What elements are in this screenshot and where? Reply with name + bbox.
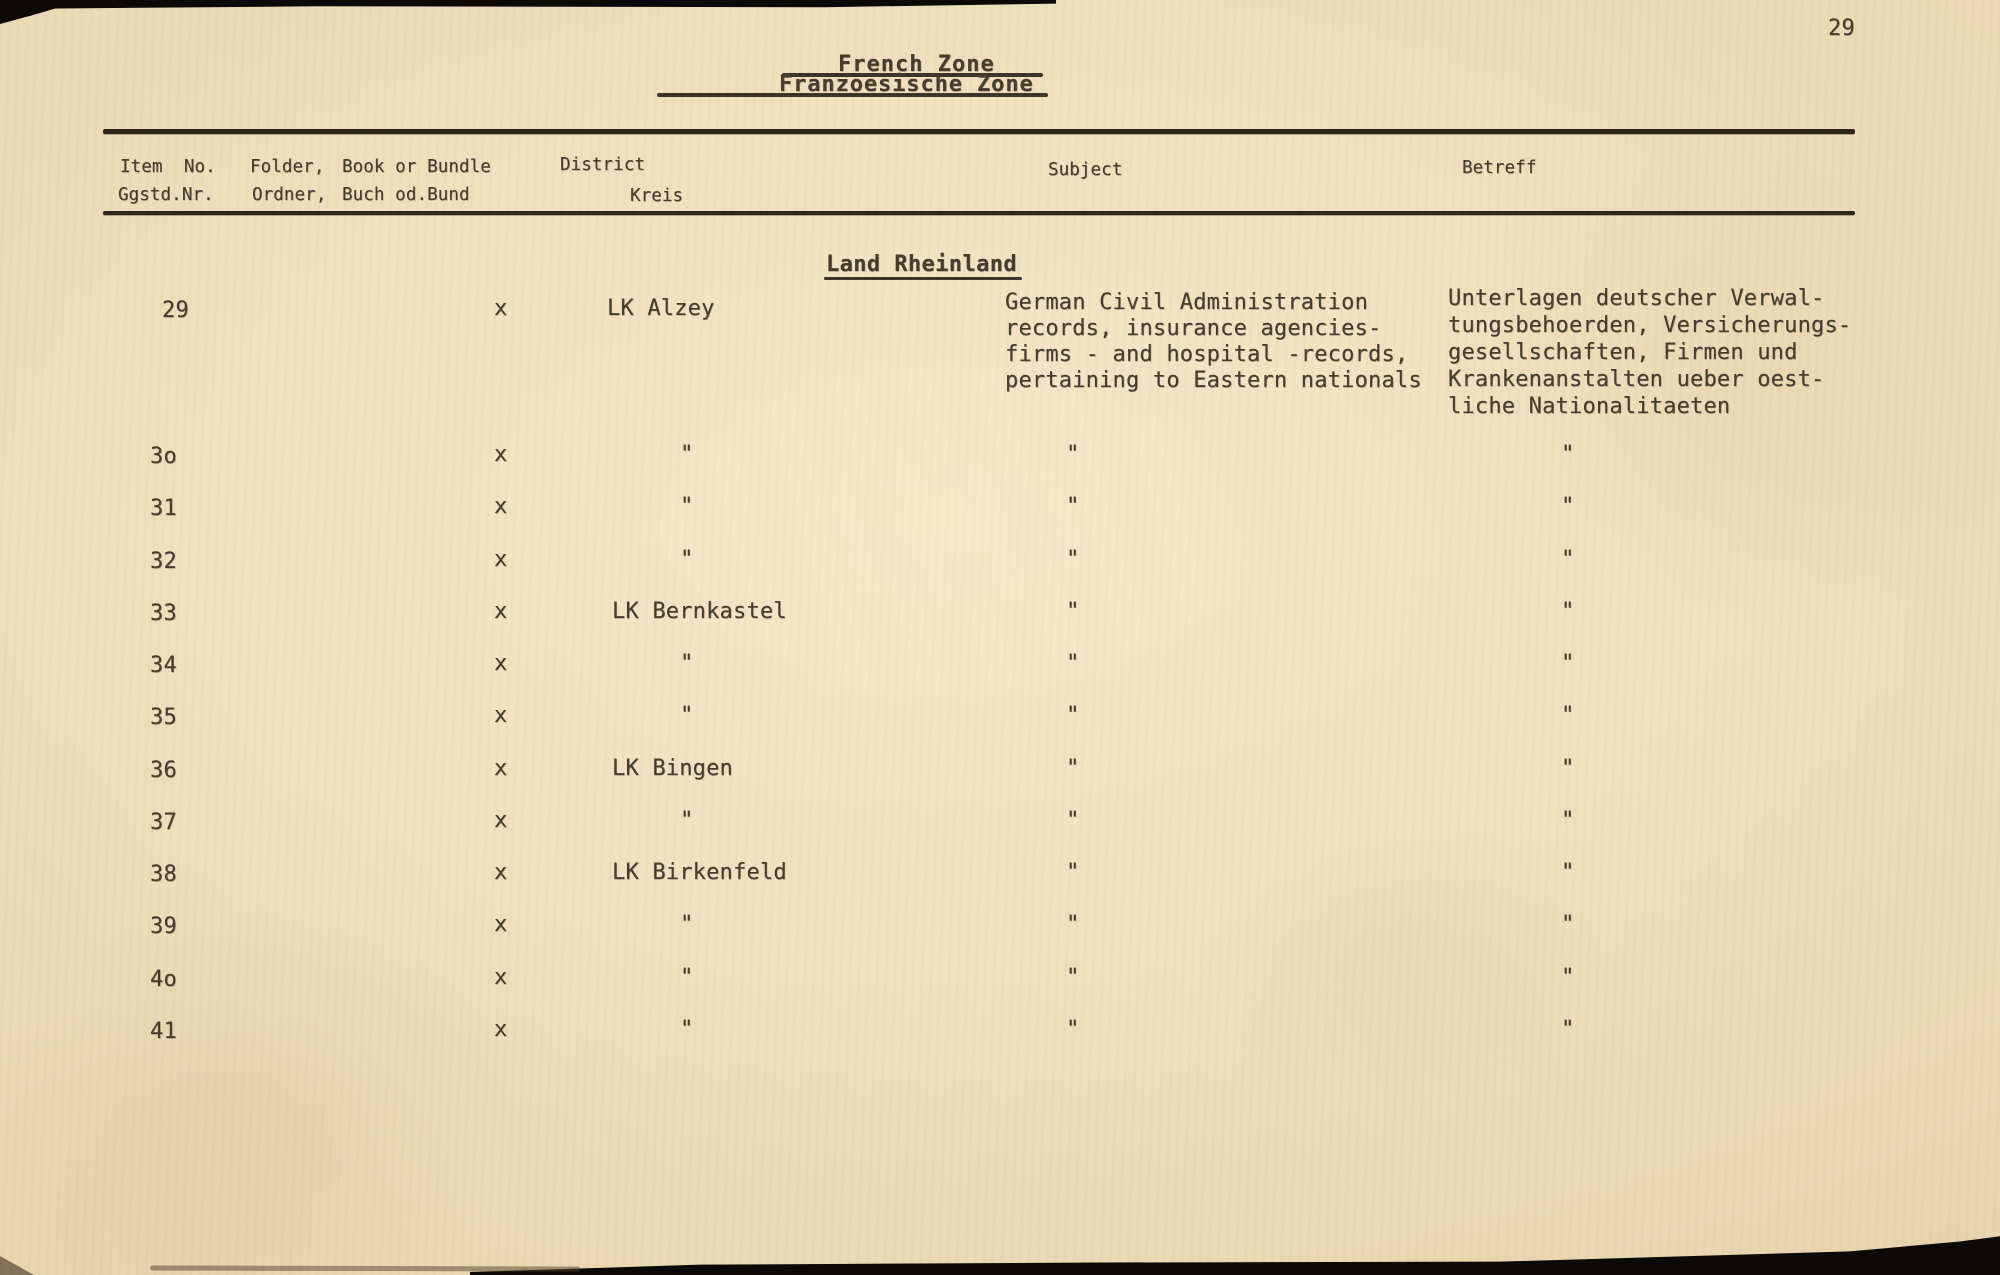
page-number: 29 (1828, 16, 1855, 41)
row-item-number: 34 (150, 653, 177, 678)
row-item-number: 35 (150, 705, 177, 730)
section-heading-underline (824, 277, 1022, 280)
row-subject: " (1066, 494, 1080, 519)
row-district: " (680, 547, 694, 572)
header-district-en: District (560, 155, 646, 175)
row-item-number: 3o (150, 444, 177, 469)
row-district: " (680, 1017, 694, 1042)
row-subject: " (1066, 547, 1080, 572)
row-book-mark: x (494, 1017, 508, 1042)
row-item-number: 37 (150, 810, 177, 835)
row-subject: " (1066, 1017, 1080, 1042)
row-betreff: " (1561, 965, 1575, 990)
row-district: " (680, 912, 694, 937)
row-book-mark: x (494, 651, 508, 676)
row-subject: " (1066, 599, 1080, 624)
title-underline-2 (657, 93, 1048, 97)
row-betreff: " (1561, 860, 1575, 885)
table-header-rule (103, 211, 1855, 215)
header-item-no-en: Item No. (120, 157, 216, 177)
scan-artifact-top-edge (0, 0, 1056, 9)
header-folder-en: Folder, (250, 157, 325, 177)
row-item-number: 4o (150, 967, 177, 992)
title-underline-1 (782, 73, 1043, 77)
row-book-mark: x (494, 494, 508, 519)
row-betreff: Unterlagen deutscher Verwal- tungsbehoer… (1448, 286, 1852, 419)
row-subject: German Civil Administration records, ins… (1005, 290, 1422, 393)
page-title-german: Franzoesische Zone (779, 72, 1034, 97)
row-district: " (680, 808, 694, 833)
table-top-rule (103, 129, 1855, 134)
row-item-number: 39 (150, 914, 177, 939)
row-book-mark: x (494, 965, 508, 990)
scan-artifact-bottom-left-line (149, 1265, 581, 1272)
row-betreff: " (1561, 599, 1575, 624)
row-item-number: 31 (150, 496, 177, 521)
row-item-number: 32 (150, 549, 177, 574)
row-subject: " (1066, 965, 1080, 990)
row-book-mark: x (494, 912, 508, 937)
row-item-number: 38 (150, 862, 177, 887)
row-district: " (680, 965, 694, 990)
row-subject: " (1066, 756, 1080, 781)
scan-artifact-top-left-corner (0, 0, 84, 24)
row-district: LK Alzey (607, 296, 715, 321)
row-betreff: " (1561, 494, 1575, 519)
row-item-number: 33 (150, 601, 177, 626)
header-district-de: Kreis (630, 186, 684, 206)
row-betreff: " (1561, 703, 1575, 728)
row-betreff: " (1561, 442, 1575, 467)
row-district: LK Bernkastel (612, 599, 787, 624)
row-book-mark: x (494, 599, 508, 624)
row-subject: " (1066, 703, 1080, 728)
row-subject: " (1066, 912, 1080, 937)
row-item-number: 36 (150, 758, 177, 783)
row-district: LK Birkenfeld (612, 860, 787, 885)
row-book-mark: x (494, 756, 508, 781)
row-district: LK Bingen (612, 756, 734, 781)
header-subject-de: Betreff (1462, 158, 1537, 178)
row-book-mark: x (494, 808, 508, 833)
scan-artifact-bottom-left-corner (0, 1256, 34, 1275)
row-book-mark: x (494, 860, 508, 885)
row-subject: " (1066, 808, 1080, 833)
row-district: " (680, 703, 694, 728)
row-betreff: " (1561, 756, 1575, 781)
row-subject: " (1066, 860, 1080, 885)
page-title-english: French Zone (838, 52, 995, 77)
row-district: " (680, 494, 694, 519)
row-betreff: " (1561, 912, 1575, 937)
scan-artifact-bottom-edge (470, 1236, 2000, 1275)
header-subject-en: Subject (1048, 160, 1123, 180)
header-book-de: Buch od.Bund (342, 185, 470, 205)
row-district: " (680, 442, 694, 467)
section-heading: Land Rheinland (826, 252, 1018, 277)
row-betreff: " (1561, 547, 1575, 572)
row-subject: " (1066, 442, 1080, 467)
row-betreff: " (1561, 651, 1575, 676)
row-district: " (680, 651, 694, 676)
row-subject: " (1066, 651, 1080, 676)
row-book-mark: x (494, 703, 508, 728)
row-betreff: " (1561, 808, 1575, 833)
header-book-en: Book or Bundle (342, 157, 491, 177)
row-book-mark: x (494, 547, 508, 572)
header-folder-de: Ordner, (252, 185, 327, 205)
row-book-mark: x (494, 442, 508, 467)
row-book-mark: x (494, 296, 508, 321)
row-item-number: 41 (150, 1019, 177, 1044)
header-item-no-de: Ggstd.Nr. (118, 185, 214, 205)
row-betreff: " (1561, 1017, 1575, 1042)
row-item-number: 29 (162, 298, 189, 323)
